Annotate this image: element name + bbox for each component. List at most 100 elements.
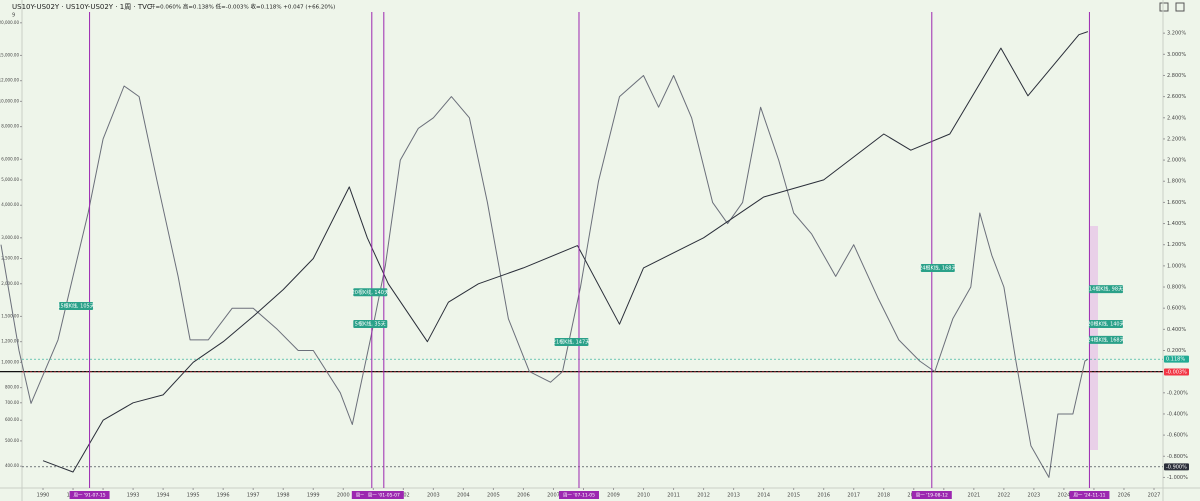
x-tick-label: 2014 (757, 493, 770, 499)
price-tag-label: -0.900% (1166, 464, 1187, 470)
callout-box (1088, 285, 1123, 294)
x-tick-label: 2003 (427, 493, 440, 499)
callout-box (353, 288, 388, 297)
callout-box (1088, 320, 1123, 329)
y2-tick-label: 1,200.00 (1, 339, 19, 344)
x-tick-label: 1997 (247, 493, 260, 499)
y-tick-label: 1.000% (1167, 263, 1186, 269)
y-tick-label: -0.200% (1167, 390, 1188, 396)
x-tick-label: 1996 (217, 493, 230, 499)
y-tick-label: 1.600% (1167, 200, 1186, 206)
y-tick-label: 0.600% (1167, 306, 1186, 312)
marker-label: 周一 '24-11-11 (1073, 493, 1105, 499)
x-tick-label: 2006 (517, 493, 530, 499)
fullscreen-icon[interactable] (1175, 2, 1185, 12)
x-tick-label: 1998 (277, 493, 290, 499)
y-tick-label: -1.000% (1167, 475, 1188, 481)
x-tick-label: 2017 (847, 493, 860, 499)
callout-text: 24根K线, 168天 (1087, 336, 1124, 343)
callout-box (59, 302, 94, 311)
x-tick-label: 2023 (1028, 493, 1041, 499)
y2-tick-label: 10,000.00 (0, 98, 19, 103)
price-tag-label: 0.118% (1166, 357, 1185, 363)
x-tick-label: 2004 (457, 493, 470, 499)
y2-tick-label: 4,000.00 (1, 202, 19, 207)
x-tick-label: 1995 (187, 493, 200, 499)
x-tick-label: 2013 (727, 493, 740, 499)
marker-label-box (363, 491, 404, 499)
x-tick-label: 2010 (637, 493, 650, 499)
x-tick-label: 1999 (307, 493, 320, 499)
callout-text: 5根K线, 35天 (355, 321, 386, 328)
index-line (42, 31, 1089, 473)
x-tick-label: 2000 (337, 493, 350, 499)
y-tick-label: 1.200% (1167, 242, 1186, 248)
marker-label: 周一 '91-07-15 (74, 493, 106, 499)
x-tick-label: 1993 (127, 493, 140, 499)
x-tick-label: 1990 (37, 493, 50, 499)
y2-tick-label: 500.00 (5, 438, 19, 443)
y-tick-label: 1.400% (1167, 221, 1186, 227)
y2-tick-label: 800.00 (5, 385, 19, 390)
y2-tick-label: 6,000.00 (1, 156, 19, 161)
x-tick-label: 2005 (487, 493, 500, 499)
y-tick-label: 2.400% (1167, 115, 1186, 121)
y-tick-label: 1.800% (1167, 179, 1186, 185)
y-tick-label: 0.800% (1167, 285, 1186, 291)
x-tick-label: 2016 (817, 493, 830, 499)
x-tick-label: 2021 (967, 493, 980, 499)
y2-tick-label: 20,000.00 (0, 20, 19, 25)
callout-text: 15根K线, 105天 (57, 303, 94, 310)
y2-tick-label: 12,000.00 (0, 78, 19, 83)
price-tag (1164, 368, 1189, 376)
y-tick-label: -0.800% (1167, 454, 1188, 460)
marker-label-box (911, 491, 952, 499)
x-tick-label: 2012 (697, 493, 710, 499)
x-tick-label: 2011 (667, 493, 680, 499)
y-tick-label: 0.200% (1167, 348, 1186, 354)
y2-tick-label: 8,000.00 (1, 124, 19, 129)
toolbar (1159, 2, 1185, 12)
marker-label: 周一 '07-11-05 (563, 493, 595, 499)
callout-text: 21根K线, 147天 (553, 339, 590, 346)
y2-tick-label: 15,000.00 (0, 52, 19, 57)
callout-box (920, 263, 955, 272)
y-tick-label: 2.200% (1167, 136, 1186, 142)
marker-label-box (69, 491, 110, 499)
y2-tick-label: 700.00 (5, 400, 19, 405)
callout-box (554, 338, 589, 347)
callout-text: 20根K线, 140天 (1087, 321, 1124, 328)
marker-label: 周一 '01-05-07 (368, 493, 400, 499)
y2-tick-label: 600.00 (5, 417, 19, 422)
y2-tick-label: 1,500.00 (1, 313, 19, 318)
y-tick-label: -0.600% (1167, 433, 1188, 439)
y2-tick-label: 400.00 (5, 463, 19, 468)
x-tick-label: 2022 (997, 493, 1010, 499)
x-tick-label: 2009 (607, 493, 620, 499)
x-tick-label: 2015 (787, 493, 800, 499)
camera-icon[interactable] (1159, 2, 1169, 12)
y2-tick-label: 5,000.00 (1, 177, 19, 182)
x-tick-label: 2007 (547, 493, 560, 499)
chart-title: US10Y-US02Y · US10Y-US02Y · 1周 · TVC (12, 3, 152, 11)
y-tick-label: 2.800% (1167, 73, 1186, 79)
indicator-count: 9 (12, 13, 15, 19)
y-tick-label: 2.000% (1167, 158, 1186, 164)
spread-line (0, 75, 1089, 478)
marker-label-box (558, 491, 599, 499)
callout-text: 14根K线, 98天 (1089, 286, 1123, 293)
y2-tick-label: 2,000.00 (1, 281, 19, 286)
y-tick-label: 3.200% (1167, 31, 1186, 37)
x-tick-label: 2018 (877, 493, 890, 499)
callout-text: 24根K线, 168天 (919, 264, 956, 271)
x-tick-label: 1994 (157, 493, 170, 499)
callout-box (353, 320, 388, 329)
price-tag-label: -0.003% (1166, 369, 1187, 375)
y-tick-label: 0.400% (1167, 327, 1186, 333)
x-tick-label: 2024 (1058, 493, 1071, 499)
x-tick-label: 2026 (1118, 493, 1131, 499)
y2-tick-label: 2,500.00 (1, 255, 19, 260)
y-tick-label: -0.400% (1167, 411, 1188, 417)
callout-text: 20根K线, 140天 (352, 289, 389, 296)
